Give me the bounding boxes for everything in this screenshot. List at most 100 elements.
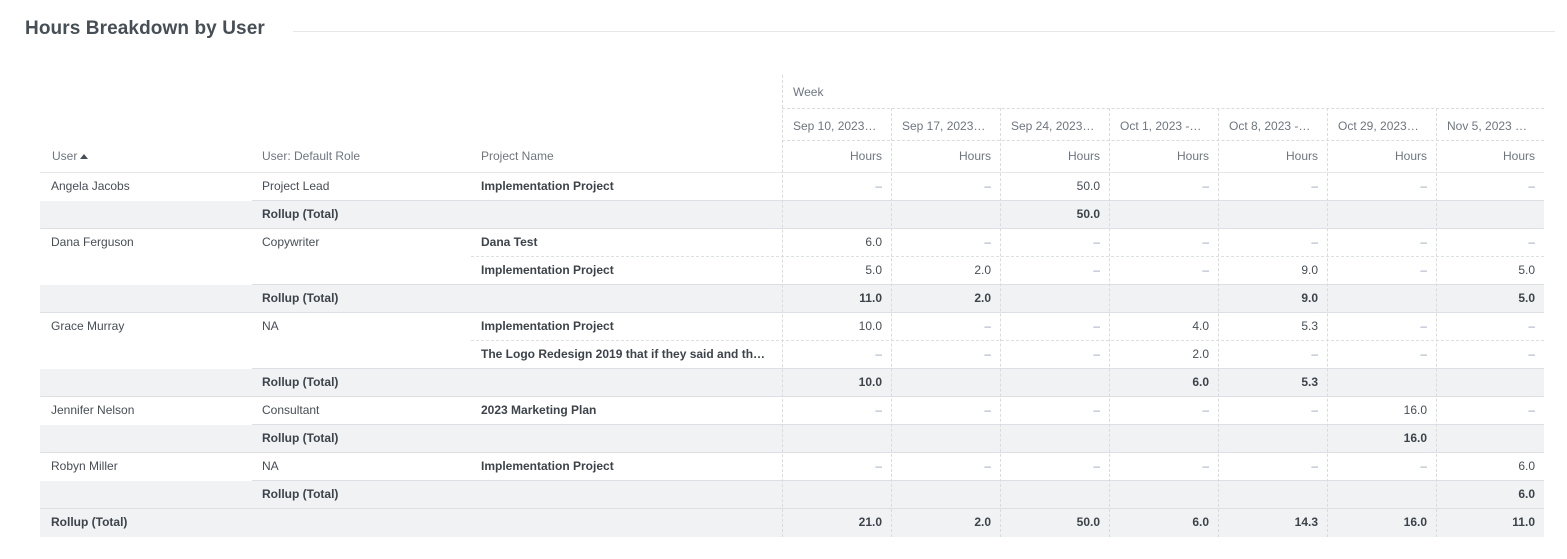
user-name[interactable]: Robyn Miller <box>51 459 118 473</box>
project-row-divider <box>471 256 1544 257</box>
user-group-divider <box>40 452 1544 453</box>
grand-total-row-band <box>40 509 1544 537</box>
project-column-header[interactable]: Project Name <box>481 149 554 163</box>
hours-value: – <box>1420 179 1427 193</box>
hours-value: – <box>1420 459 1427 473</box>
hours-value: 50.0 <box>1076 179 1100 193</box>
user-group-divider <box>40 508 1544 509</box>
hours-value: – <box>1202 263 1209 277</box>
hours-value: – <box>1202 403 1209 417</box>
user-role: Consultant <box>262 403 320 417</box>
hours-value: – <box>1093 263 1100 277</box>
week-column-header[interactable]: Oct 1, 2023 -… <box>1120 119 1202 133</box>
grand-total-value: 6.0 <box>1192 515 1209 529</box>
week-column-header[interactable]: Sep 10, 2023… <box>793 119 877 133</box>
widget-title: Hours Breakdown by User <box>25 18 265 39</box>
grand-total-value: 16.0 <box>1403 515 1427 529</box>
hours-value: 5.3 <box>1301 319 1318 333</box>
hours-value: – <box>1528 403 1535 417</box>
hours-column-header[interactable]: Hours <box>1176 149 1209 163</box>
rollup-value: 16.0 <box>1403 431 1427 445</box>
week-column-header[interactable]: Oct 29, 2023… <box>1338 119 1419 133</box>
hours-value: 9.0 <box>1301 263 1318 277</box>
project-name[interactable]: The Logo Redesign 2019 that if they said… <box>481 347 766 361</box>
hours-value: 4.0 <box>1192 319 1209 333</box>
week-column-header[interactable]: Sep 17, 2023… <box>902 119 986 133</box>
project-name[interactable]: Dana Test <box>481 235 538 249</box>
hours-value: – <box>1420 319 1427 333</box>
week-column-divider <box>782 75 783 537</box>
user-name[interactable]: Dana Ferguson <box>51 235 134 249</box>
hours-column-header[interactable]: Hours <box>1285 149 1318 163</box>
week-column-divider <box>1000 108 1001 537</box>
grand-total-label: Rollup (Total) <box>51 515 128 529</box>
rollup-top-divider <box>252 480 1544 481</box>
hours-column-header[interactable]: Hours <box>958 149 991 163</box>
user-column-header[interactable]: User <box>52 142 232 170</box>
rollup-value: 5.3 <box>1301 375 1318 389</box>
hours-column-header[interactable]: Hours <box>1067 149 1100 163</box>
role-column-header[interactable]: User: Default Role <box>262 149 361 163</box>
hours-value: – <box>1311 179 1318 193</box>
grand-total-value: 21.0 <box>858 515 882 529</box>
rollup-row-band <box>40 481 1544 509</box>
project-name[interactable]: Implementation Project <box>481 263 614 277</box>
hours-value: – <box>1202 235 1209 249</box>
user-role: Project Lead <box>262 179 330 193</box>
rollup-row-band <box>40 369 1544 397</box>
widget-header: Hours Breakdown by User <box>25 18 1555 46</box>
user-role: NA <box>262 459 279 473</box>
rollup-label: Rollup (Total) <box>262 291 339 305</box>
hours-value: – <box>984 319 991 333</box>
week-column-header[interactable]: Nov 5, 2023 … <box>1447 119 1528 133</box>
rollup-value: 10.0 <box>858 375 882 389</box>
hours-value: 5.0 <box>1518 263 1535 277</box>
project-name[interactable]: 2023 Marketing Plan <box>481 403 597 417</box>
rollup-row-band <box>40 285 1544 313</box>
sort-ascending-icon[interactable] <box>80 154 89 159</box>
hours-column-header[interactable]: Hours <box>1502 149 1535 163</box>
user-column-label: User <box>52 149 78 163</box>
week-column-divider <box>891 108 892 537</box>
hours-value: – <box>1311 235 1318 249</box>
rollup-row-band <box>40 201 1544 229</box>
hours-value: 2.0 <box>974 263 991 277</box>
user-name[interactable]: Grace Murray <box>51 319 125 333</box>
user-role: NA <box>262 319 279 333</box>
user-group-divider <box>40 312 1544 313</box>
project-name[interactable]: Implementation Project <box>481 459 614 473</box>
hours-value: – <box>1311 347 1318 361</box>
rollup-value: 6.0 <box>1518 487 1535 501</box>
week-group-divider <box>782 108 1544 109</box>
hours-value: – <box>1528 319 1535 333</box>
hours-value: – <box>1420 347 1427 361</box>
hours-value: – <box>875 179 882 193</box>
hours-value: – <box>1093 459 1100 473</box>
project-name[interactable]: Implementation Project <box>481 319 614 333</box>
week-group-header: Week <box>793 85 824 99</box>
hours-value: – <box>1528 179 1535 193</box>
week-column-divider <box>1327 108 1328 537</box>
hours-value: – <box>984 179 991 193</box>
hours-value: 6.0 <box>865 235 882 249</box>
hours-column-header[interactable]: Hours <box>1394 149 1427 163</box>
week-column-divider <box>1436 108 1437 537</box>
user-name[interactable]: Angela Jacobs <box>51 179 130 193</box>
hours-value: – <box>1093 347 1100 361</box>
user-name[interactable]: Jennifer Nelson <box>51 403 135 417</box>
week-column-header[interactable]: Oct 8, 2023 -… <box>1229 119 1311 133</box>
project-name[interactable]: Implementation Project <box>481 179 614 193</box>
hours-value: – <box>1528 347 1535 361</box>
hours-column-header[interactable]: Hours <box>849 149 882 163</box>
hours-value: – <box>1093 235 1100 249</box>
user-role: Copywriter <box>262 235 320 249</box>
hours-value: 6.0 <box>1518 459 1535 473</box>
hours-value: 2.0 <box>1192 347 1209 361</box>
rollup-label: Rollup (Total) <box>262 375 339 389</box>
rollup-top-divider <box>252 424 1544 425</box>
grand-total-value: 50.0 <box>1076 515 1100 529</box>
week-column-header[interactable]: Sep 24, 2023… <box>1011 119 1095 133</box>
week-column-divider <box>1109 108 1110 537</box>
user-group-divider <box>40 396 1544 397</box>
hours-value: – <box>984 235 991 249</box>
